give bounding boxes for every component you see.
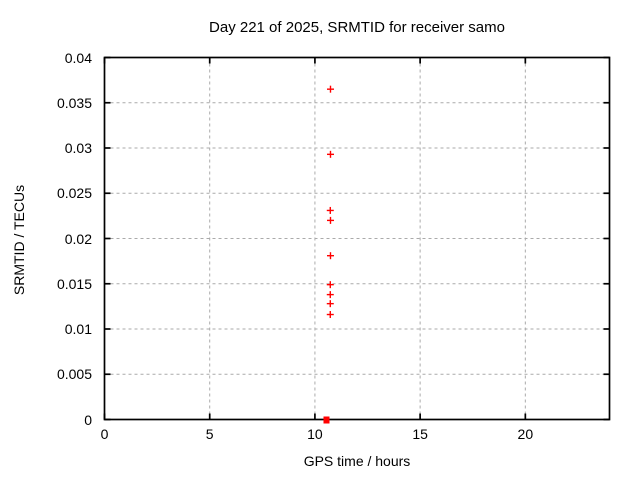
- x-tick-label: 5: [205, 426, 214, 442]
- y-tick-label: 0.01: [64, 321, 92, 337]
- y-tick-label: 0.02: [64, 230, 92, 247]
- x-tick-label: 15: [412, 426, 428, 442]
- x-axis-label: GPS time / hours: [303, 453, 411, 469]
- y-tick-label: 0.025: [56, 185, 92, 202]
- y-tick-label: 0.04: [64, 49, 92, 66]
- zero-cluster-marker: [323, 416, 330, 424]
- x-tick-label: 0: [100, 426, 109, 442]
- x-tick-label: 20: [517, 426, 534, 442]
- y-tick-label: 0.03: [64, 140, 92, 156]
- y-tick-label: 0: [84, 411, 92, 428]
- chart-title: Day 221 of 2025, SRMTID for receiver sam…: [209, 19, 505, 36]
- y-tick-label: 0.015: [56, 275, 92, 292]
- y-tick-label: 0.005: [56, 366, 92, 383]
- y-tick-label: 0.035: [56, 94, 92, 111]
- x-tick-label: 10: [307, 426, 323, 442]
